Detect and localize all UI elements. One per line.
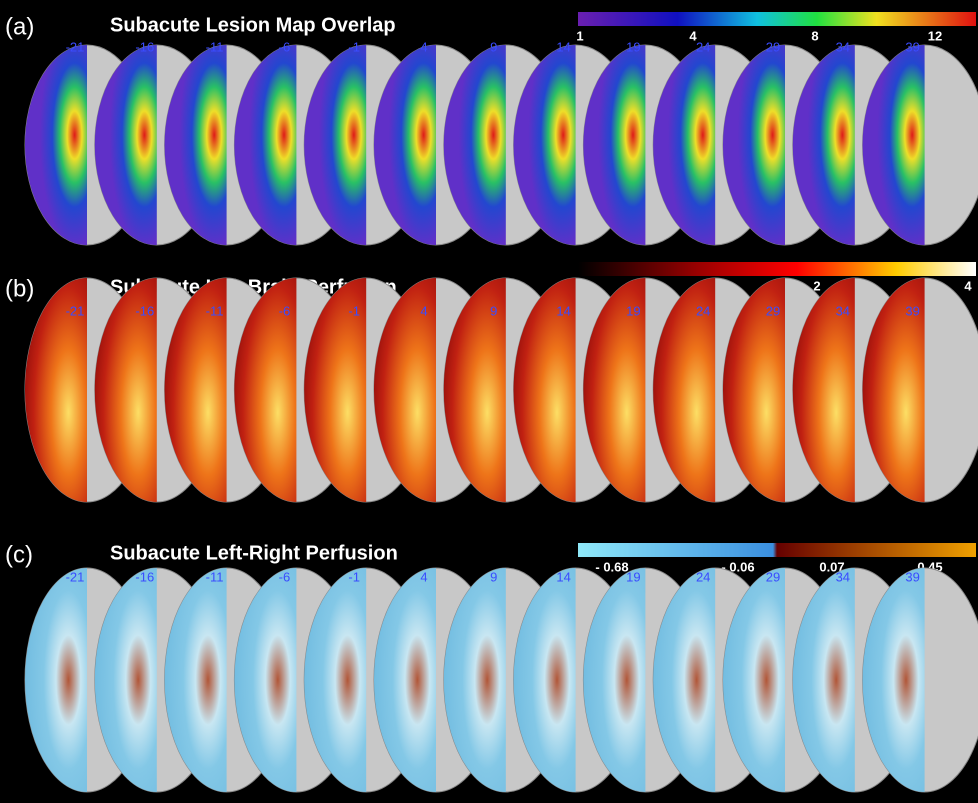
slice-number: -6 [279,39,291,54]
slice-number: 24 [696,303,710,318]
slice-number: -16 [135,569,154,584]
slice-number: -6 [279,569,291,584]
slice-number: 34 [836,569,850,584]
slice-number: -16 [135,39,154,54]
slice-number: 19 [626,303,640,318]
colorbar-tick: - 0.68 [595,559,628,574]
slice-number: 19 [626,569,640,584]
slice-number: 29 [766,39,780,54]
slice-number: 34 [836,303,850,318]
colorbar-tick: 1 [576,28,583,43]
slice-number: -6 [279,303,291,318]
slice-number: 4 [420,303,427,318]
slice-number: -21 [66,39,85,54]
slice-number: 9 [490,39,497,54]
slice-number: 9 [490,303,497,318]
slice-number: -11 [206,569,224,584]
panel: (c)Subacute Left-Right Perfusion- 0.68- … [5,541,978,792]
slice-overlay [25,45,87,245]
slice-number: 14 [556,569,570,584]
panel-title: Subacute Left-Right Perfusion [110,542,398,564]
slice-number: 39 [905,39,919,54]
panel-label: (a) [5,13,34,40]
slice-number: 29 [766,569,780,584]
slice-number: -16 [135,303,154,318]
slice-number: 24 [696,569,710,584]
panel-label: (c) [5,541,33,568]
slice-number: 4 [420,39,427,54]
slice-number: -21 [66,303,85,318]
colorbar-tick: 8 [811,28,818,43]
panel: (b)Subacute Left Brain Perfusion01234-21… [5,262,978,502]
slice-overlay [25,568,87,792]
panel-label: (b) [5,275,34,302]
slice-number: -1 [348,303,360,318]
colorbar [578,543,976,557]
slice-number: 9 [490,569,497,584]
slice-number: 14 [556,39,570,54]
slice-number: 29 [766,303,780,318]
slice-number: 34 [836,39,850,54]
colorbar-tick: 12 [928,28,942,43]
slice-number: 24 [696,39,710,54]
slice-number: 4 [420,569,427,584]
slice-number: -11 [206,303,224,318]
slice-number: -11 [206,39,224,54]
slice-number: 19 [626,39,640,54]
slice-number: 39 [905,569,919,584]
colorbar [578,12,976,26]
slice-number: -1 [348,569,360,584]
figure: (a)Subacute Lesion Map Overlap14812-21-1… [0,0,978,798]
slice-number: 14 [556,303,570,318]
slice-number: -21 [66,569,85,584]
slice-number: 39 [905,303,919,318]
panel-title: Subacute Lesion Map Overlap [110,14,396,36]
colorbar [578,262,976,276]
colorbar-tick: 4 [964,278,972,293]
slice-number: -1 [348,39,360,54]
